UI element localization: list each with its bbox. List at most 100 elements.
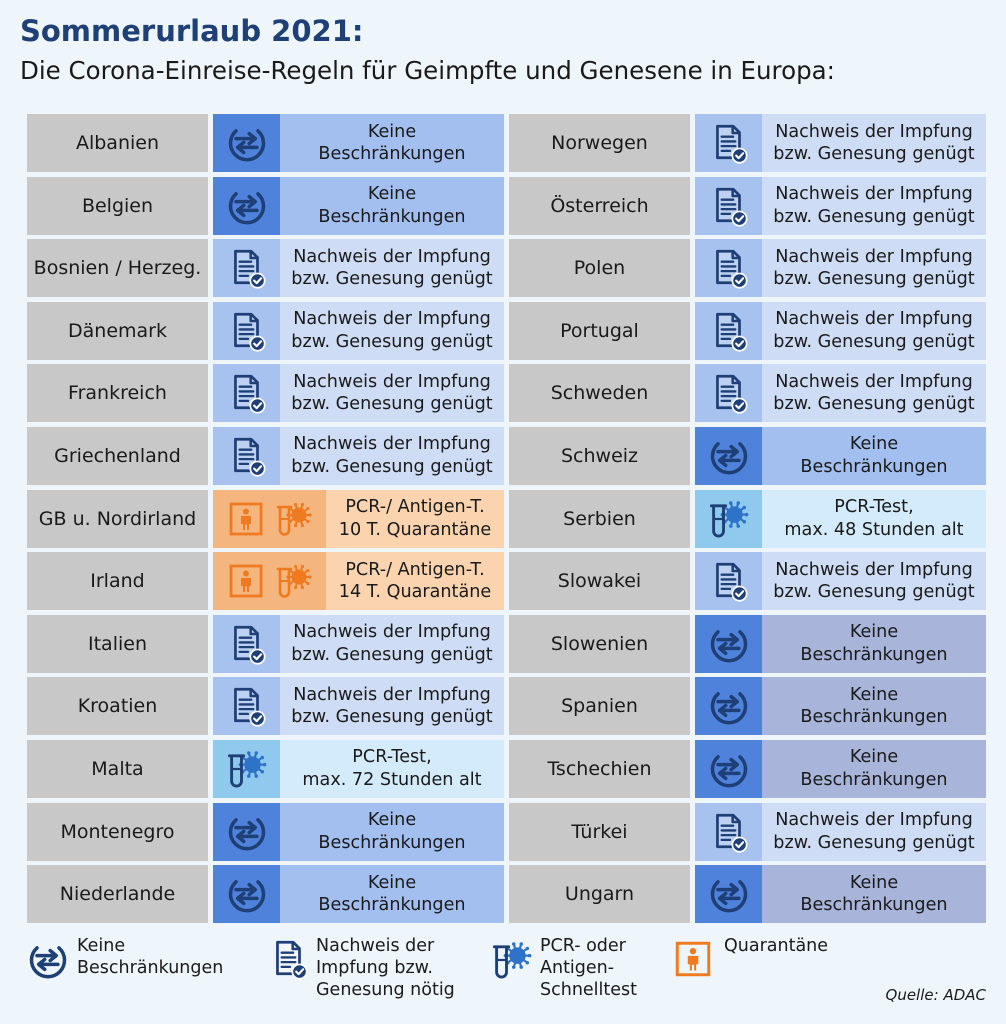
rule-text-cell: PCR-/ Antigen-T. 10 T. Quarantäne — [326, 489, 504, 548]
document-check-icon — [226, 623, 268, 665]
rule-icon-cell — [213, 114, 280, 172]
quarantine-icon — [672, 938, 714, 984]
rule-text-cell: Keine Beschränkungen — [762, 739, 986, 798]
quarantine-test-icon — [226, 561, 314, 601]
country-name: Tschechien — [509, 739, 690, 798]
rule-text-cell: Nachweis der Impfung bzw. Genesung genüg… — [762, 802, 986, 861]
rule-text-cell: Keine Beschränkungen — [280, 114, 504, 172]
country-name: Niederlande — [27, 865, 208, 924]
test-tube-virus-icon — [490, 938, 534, 986]
document-check-icon — [708, 185, 750, 227]
rule-icon-cell — [695, 489, 762, 548]
rule-icon-cell — [213, 614, 280, 673]
rule-text: Nachweis der Impfung bzw. Genesung genüg… — [773, 810, 975, 853]
rule-text-cell: PCR-/ Antigen-T. 14 T. Quarantäne — [326, 552, 504, 611]
country-name: Malta — [27, 739, 208, 798]
country-name: Belgien — [27, 176, 208, 235]
rule-icon-cell — [695, 552, 762, 611]
rule-icon-cell — [695, 239, 762, 298]
document-check-icon — [226, 685, 268, 727]
country-name: Montenegro — [27, 802, 208, 861]
country-name: Irland — [27, 552, 208, 611]
country-name: Serbien — [509, 489, 690, 548]
rule-text-cell: Nachweis der Impfung bzw. Genesung genüg… — [762, 239, 986, 298]
rule-text: Keine Beschränkungen — [800, 434, 948, 477]
rule-text-cell: Nachweis der Impfung bzw. Genesung genüg… — [280, 677, 504, 736]
country-name: Polen — [509, 239, 690, 298]
country-name: Italien — [27, 614, 208, 673]
arrows-exchange-icon — [225, 184, 269, 228]
rule-icon-cell — [695, 739, 762, 798]
rule-text: Keine Beschränkungen — [800, 684, 948, 728]
document-check-icon — [708, 560, 750, 602]
country-name: Schweden — [509, 364, 690, 423]
legend-label: PCR- oder Antigen- Schnelltest — [540, 936, 638, 1000]
rule-icon-cell — [213, 301, 280, 360]
document-check-icon — [226, 310, 268, 352]
arrows-exchange-icon — [225, 810, 269, 854]
rule-text: Keine Beschränkungen — [318, 810, 466, 853]
rule-icon-cell — [695, 114, 762, 172]
rule-text: Nachweis der Impfung bzw. Genesung genüg… — [773, 559, 975, 603]
rule-icon-cell — [695, 802, 762, 861]
rule-text-cell: Keine Beschränkungen — [280, 802, 504, 861]
country-name: Schweiz — [509, 426, 690, 485]
rule-text-cell: Nachweis der Impfung bzw. Genesung genüg… — [280, 614, 504, 673]
rule-text-cell: Nachweis der Impfung bzw. Genesung genüg… — [280, 426, 504, 485]
arrows-exchange-icon — [26, 938, 70, 986]
country-name: Spanien — [509, 677, 690, 736]
source-note: Quelle: ADAC — [885, 986, 986, 1004]
document-check-icon — [226, 372, 268, 414]
rule-icon-cell — [695, 364, 762, 423]
rule-text: Keine Beschränkungen — [318, 872, 466, 916]
document-check-icon — [268, 938, 310, 984]
rule-text: Nachweis der Impfung bzw. Genesung genüg… — [291, 622, 493, 665]
page-subtitle: Die Corona-Einreise-Regeln für Geimpfte … — [20, 56, 835, 85]
rule-icon-cell — [695, 176, 762, 235]
rule-icon-cell — [213, 552, 326, 611]
rule-text-cell: Keine Beschränkungen — [280, 176, 504, 235]
rule-text-cell: Keine Beschränkungen — [762, 614, 986, 673]
rule-text-cell: PCR-Test, max. 48 Stunden alt — [762, 489, 986, 548]
rule-text: Nachweis der Impfung bzw. Genesung genüg… — [773, 309, 975, 352]
rule-icon-cell — [213, 239, 280, 298]
rule-icon-cell — [213, 176, 280, 235]
legend-label: Quarantäne — [724, 936, 829, 956]
document-check-icon — [708, 811, 750, 853]
rule-text-cell: Nachweis der Impfung bzw. Genesung genüg… — [762, 552, 986, 611]
rule-text: Nachweis der Impfung bzw. Genesung genüg… — [291, 434, 493, 477]
rule-icon-cell — [695, 677, 762, 736]
quarantine-test-icon — [226, 499, 314, 539]
arrows-exchange-icon — [225, 872, 269, 916]
rule-text-cell: Keine Beschränkungen — [762, 677, 986, 736]
rule-text: Keine Beschränkungen — [800, 747, 948, 790]
rule-text: Nachweis der Impfung bzw. Genesung genüg… — [773, 371, 975, 415]
rule-icon-cell — [213, 677, 280, 736]
document-check-icon — [708, 372, 750, 414]
rule-text: PCR-/ Antigen-T. 14 T. Quarantäne — [338, 559, 492, 603]
legend-label: Keine Beschränkungen — [77, 936, 224, 978]
rule-icon-cell — [213, 802, 280, 861]
rule-text-cell: Nachweis der Impfung bzw. Genesung genüg… — [762, 176, 986, 235]
arrows-exchange-icon — [707, 622, 751, 666]
country-name: GB u. Nordirland — [27, 489, 208, 548]
country-name: Bosnien / Herzeg. — [27, 239, 208, 298]
arrows-exchange-icon — [225, 121, 269, 165]
document-check-icon — [226, 247, 268, 289]
rule-text: PCR-Test, max. 72 Stunden alt — [302, 747, 482, 790]
rule-text-cell: Nachweis der Impfung bzw. Genesung genüg… — [762, 301, 986, 360]
document-check-icon — [708, 122, 750, 164]
rule-text: Nachweis der Impfung bzw. Genesung genüg… — [773, 184, 975, 227]
arrows-exchange-icon — [707, 747, 751, 791]
arrows-exchange-icon — [707, 872, 751, 916]
country-name: Österreich — [509, 176, 690, 235]
rule-icon-cell — [213, 489, 326, 548]
rule-text-cell: PCR-Test, max. 72 Stunden alt — [280, 739, 504, 798]
country-name: Türkei — [509, 802, 690, 861]
rule-icon-cell — [695, 426, 762, 485]
rule-text: Keine Beschränkungen — [800, 872, 948, 916]
country-name: Dänemark — [27, 301, 208, 360]
rule-text-cell: Nachweis der Impfung bzw. Genesung genüg… — [280, 239, 504, 298]
country-name: Albanien — [27, 114, 208, 172]
country-name: Norwegen — [509, 114, 690, 172]
